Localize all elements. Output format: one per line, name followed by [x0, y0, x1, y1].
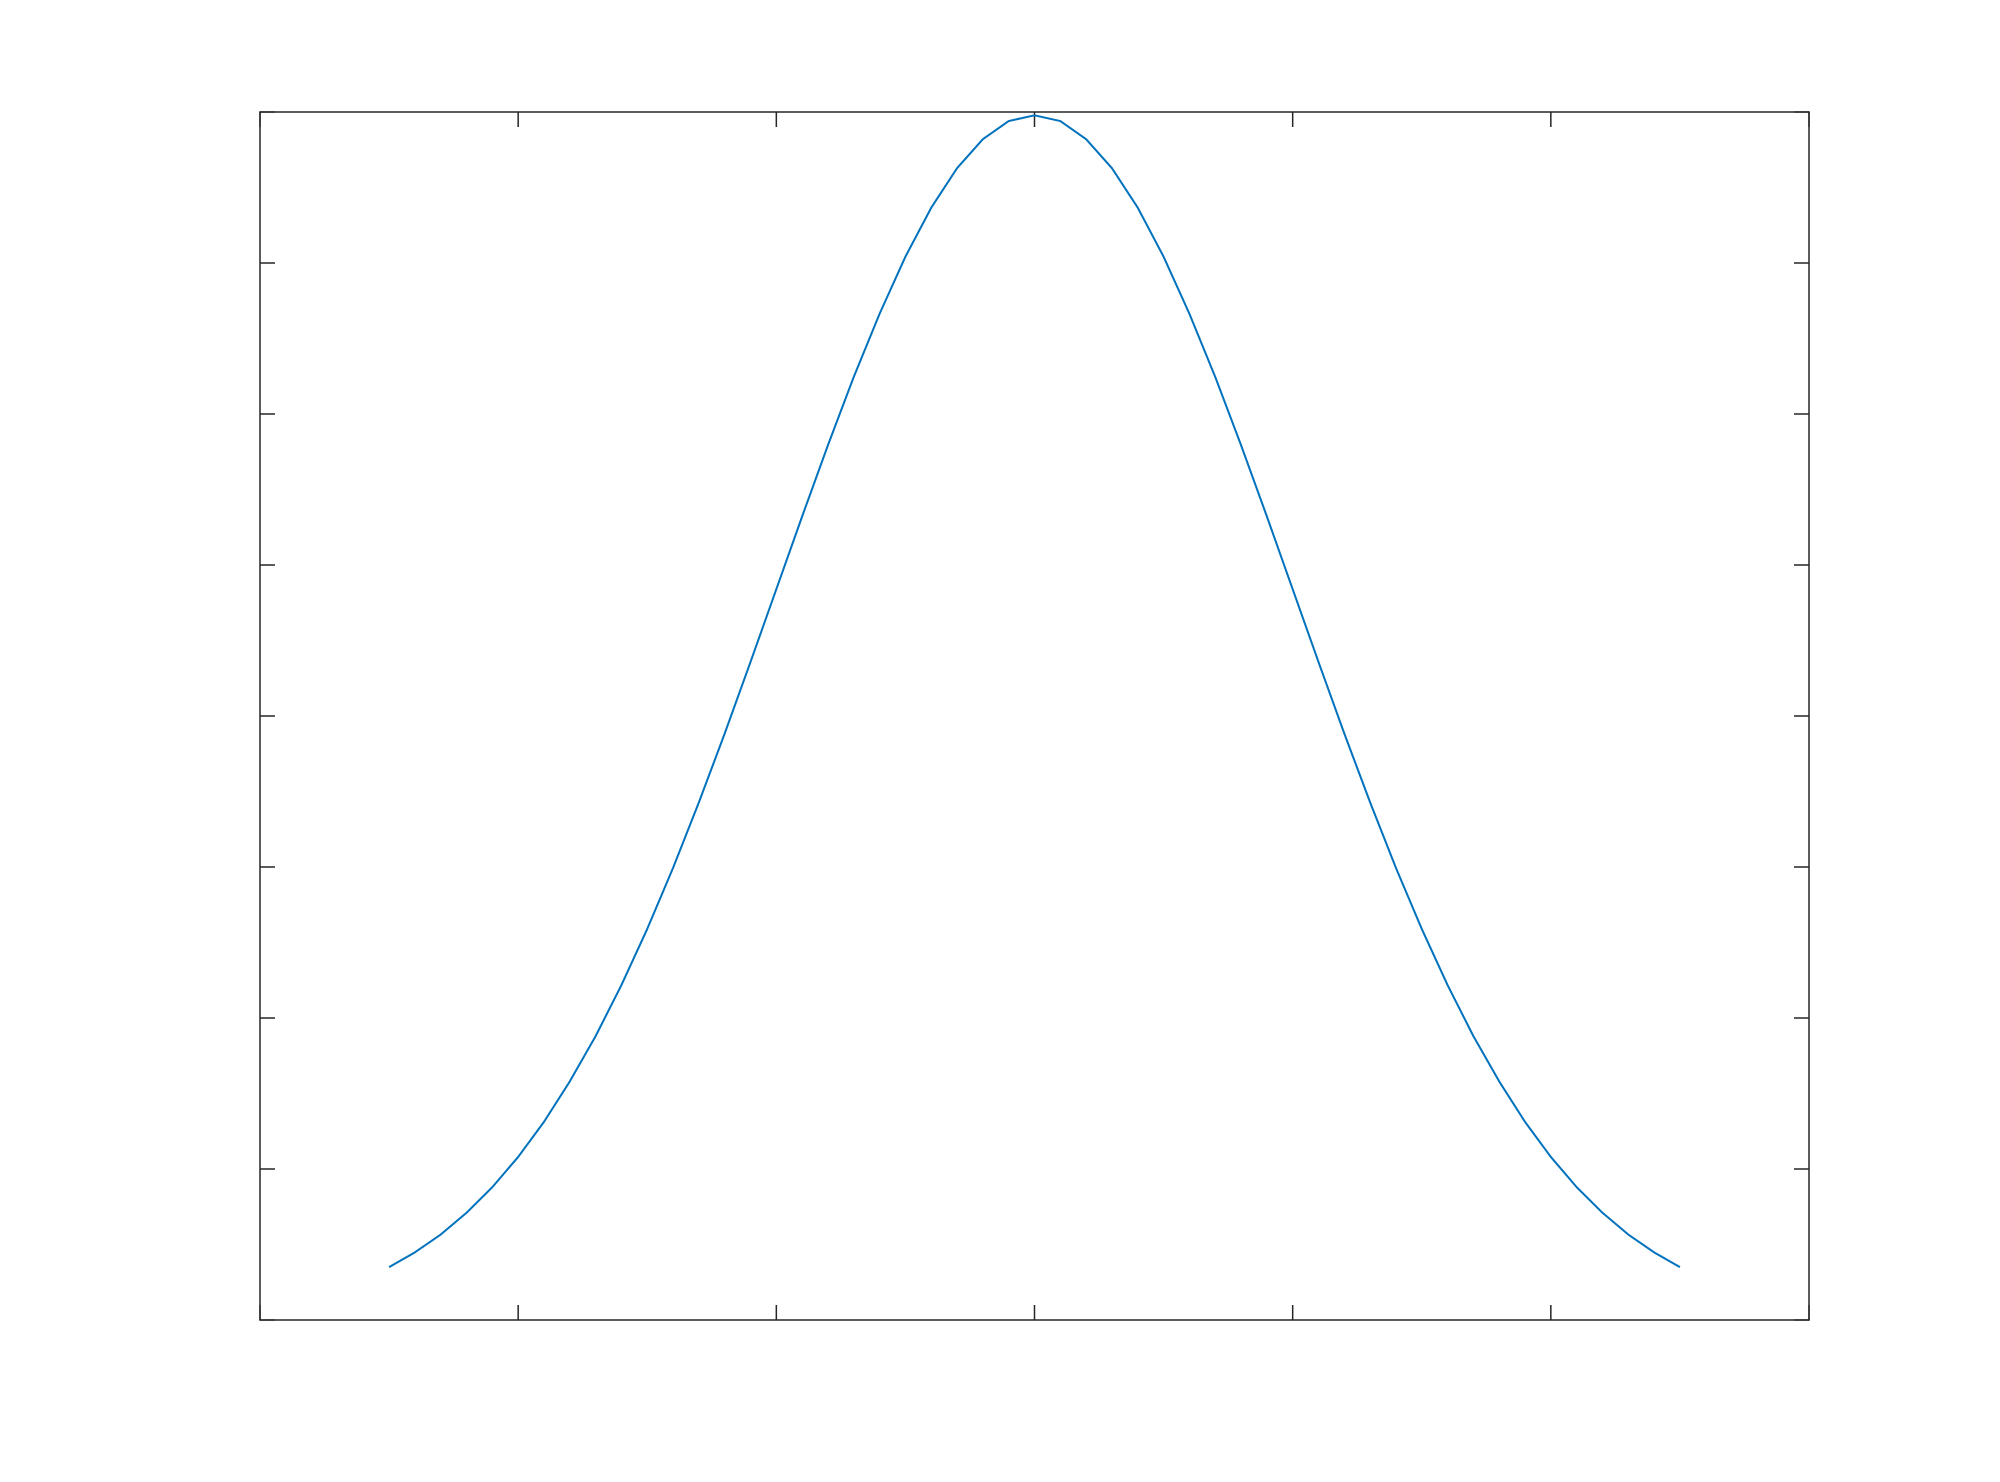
data-line	[388, 114, 1681, 1269]
